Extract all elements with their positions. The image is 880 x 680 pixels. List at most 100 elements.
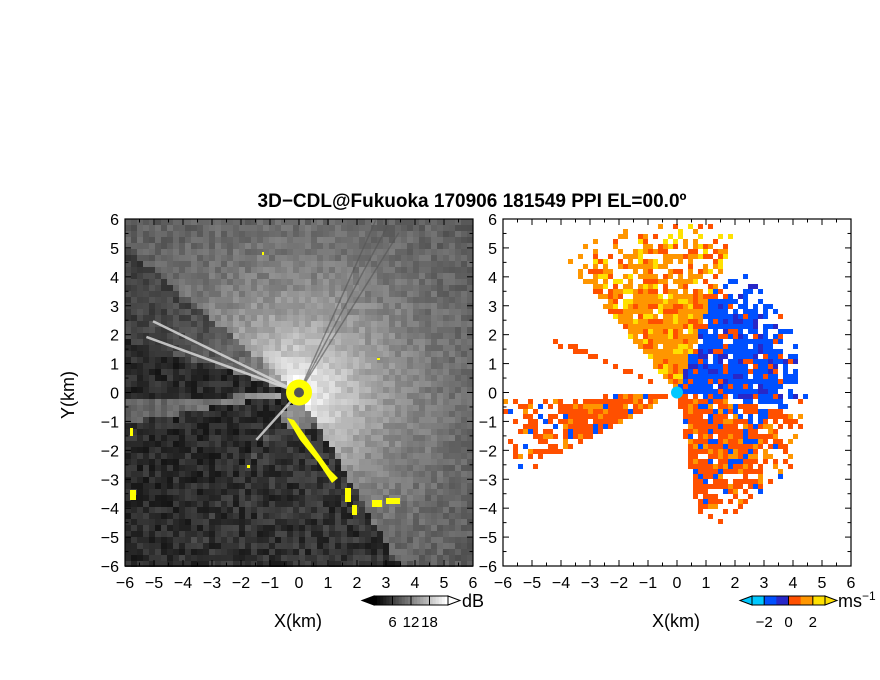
y-tick-label: −3 [101, 472, 119, 489]
colorbar-swatch [398, 596, 403, 605]
x-tick-label: 1 [324, 575, 333, 592]
colorbar-swatch [404, 596, 409, 605]
x-tick-label: −3 [581, 575, 599, 592]
yellow-echo [130, 428, 133, 436]
colorbar-swatch [374, 596, 378, 605]
colorbar-swatch [800, 596, 814, 605]
x-tick-label: −1 [639, 575, 657, 592]
x-tick-label: −2 [610, 575, 628, 592]
yellow-echo [130, 490, 136, 500]
velocity-field [503, 224, 808, 524]
yellow-echo [262, 252, 264, 255]
y-tick-label: −6 [479, 559, 497, 576]
y-tick-label: 5 [110, 241, 119, 258]
colorbar-tick-label: 18 [421, 614, 438, 631]
colorbar-swatch [429, 596, 434, 605]
y-tick-label: 1 [488, 357, 497, 374]
x-tick-label: 4 [789, 575, 798, 592]
y-tick-label: 0 [110, 386, 119, 403]
y-tick-label: 2 [110, 328, 119, 345]
x-tick-label: −4 [552, 575, 570, 592]
y-tick-label: −2 [101, 443, 119, 460]
colorbar-unit: ms−1 [838, 589, 876, 611]
colorbar-swatch [386, 596, 390, 605]
y-axis-label: Y(km) [58, 371, 78, 419]
right-x-axis-label: X(km) [652, 611, 700, 631]
colorbar-tick-label: 12 [403, 614, 420, 631]
x-tick-label: −3 [203, 575, 221, 592]
colorbar-swatch [426, 596, 430, 605]
x-tick-label: 5 [818, 575, 827, 592]
colorbar-swatch [401, 596, 406, 605]
y-tick-label: −6 [101, 559, 119, 576]
colorbar-tick-label: 2 [809, 614, 817, 631]
colorbar-tick-label: 0 [784, 614, 792, 631]
y-tick-label: −2 [479, 443, 497, 460]
x-tick-label: −1 [261, 575, 279, 592]
colorbar-left-arrow [738, 595, 753, 606]
yellow-echo [352, 505, 357, 515]
y-tick-label: 3 [488, 299, 497, 316]
x-tick-label: 3 [760, 575, 769, 592]
colorbar-swatch [432, 596, 437, 605]
y-tick-label: −4 [479, 501, 497, 518]
velocity-center [671, 386, 683, 399]
x-tick-label: 3 [382, 575, 391, 592]
colorbar-swatch [417, 596, 421, 605]
tick-labels: −6 −5 −4 −3 −2 −1 0 1 2 3 4 5 66543210−1−2−3−4−5−6−6… [101, 212, 856, 592]
x-tick-label: 5 [440, 575, 449, 592]
colorbar-swatch [444, 596, 449, 605]
x-tick-label: −2 [232, 575, 250, 592]
x-tick-label: 0 [673, 575, 682, 592]
colorbar-swatch [420, 596, 424, 605]
colorbar-tick-label: −2 [756, 614, 773, 631]
colorbar-swatch [776, 596, 789, 605]
y-tick-label: −1 [479, 414, 497, 431]
reflectivity-frame [124, 218, 474, 567]
yellow-echo [377, 358, 380, 360]
colorbar-swatch [414, 596, 418, 605]
colorbar-right-arrow [447, 595, 462, 606]
y-tick-label: −5 [479, 530, 497, 547]
x-tick-label: −5 [145, 575, 163, 592]
y-tick-label: 3 [110, 299, 119, 316]
colorbar-swatch [389, 596, 393, 605]
y-tick-label: −4 [101, 501, 119, 518]
velocity-frame [502, 218, 852, 567]
y-tick-label: −1 [101, 414, 119, 431]
x-tick-label: 2 [731, 575, 740, 592]
y-tick-label: 4 [488, 270, 497, 287]
colorbar-right-arrow [824, 595, 839, 606]
y-tick-label: 5 [488, 241, 497, 258]
colorbar-tick-label: 6 [388, 614, 396, 631]
y-tick-label: 1 [110, 357, 119, 374]
x-tick-label: 1 [702, 575, 711, 592]
colorbar-swatch [380, 596, 384, 605]
colorbar-swatch [383, 596, 387, 605]
y-tick-label: −5 [101, 530, 119, 547]
colorbar-unit: dB [462, 591, 484, 611]
y-tick-label: 2 [488, 328, 497, 345]
colorbar-swatch [392, 596, 397, 605]
velocity-colorbar: −2 0 2 ms−1 [738, 589, 876, 631]
x-tick-label: 2 [353, 575, 362, 592]
yellow-echo-band [287, 418, 338, 483]
yellow-echo [345, 488, 351, 502]
colorbar-swatch [752, 596, 765, 605]
left-x-axis-label: X(km) [274, 611, 322, 631]
x-tick-label: 0 [295, 575, 304, 592]
colorbar-swatch [407, 596, 412, 605]
x-tick-label: −6 [494, 575, 512, 592]
colorbar-swatch [441, 596, 446, 605]
reflectivity-streak [298, 225, 389, 393]
yellow-echo [386, 498, 400, 504]
yellow-echo [372, 500, 382, 507]
x-tick-label: 4 [411, 575, 420, 592]
reflectivity-streak [298, 219, 377, 393]
y-tick-label: 6 [488, 212, 497, 229]
colorbar-swatch [377, 596, 381, 605]
x-tick-label: −6 [116, 575, 134, 592]
colorbar-left-arrow [360, 595, 375, 606]
y-tick-label: 0 [488, 386, 497, 403]
